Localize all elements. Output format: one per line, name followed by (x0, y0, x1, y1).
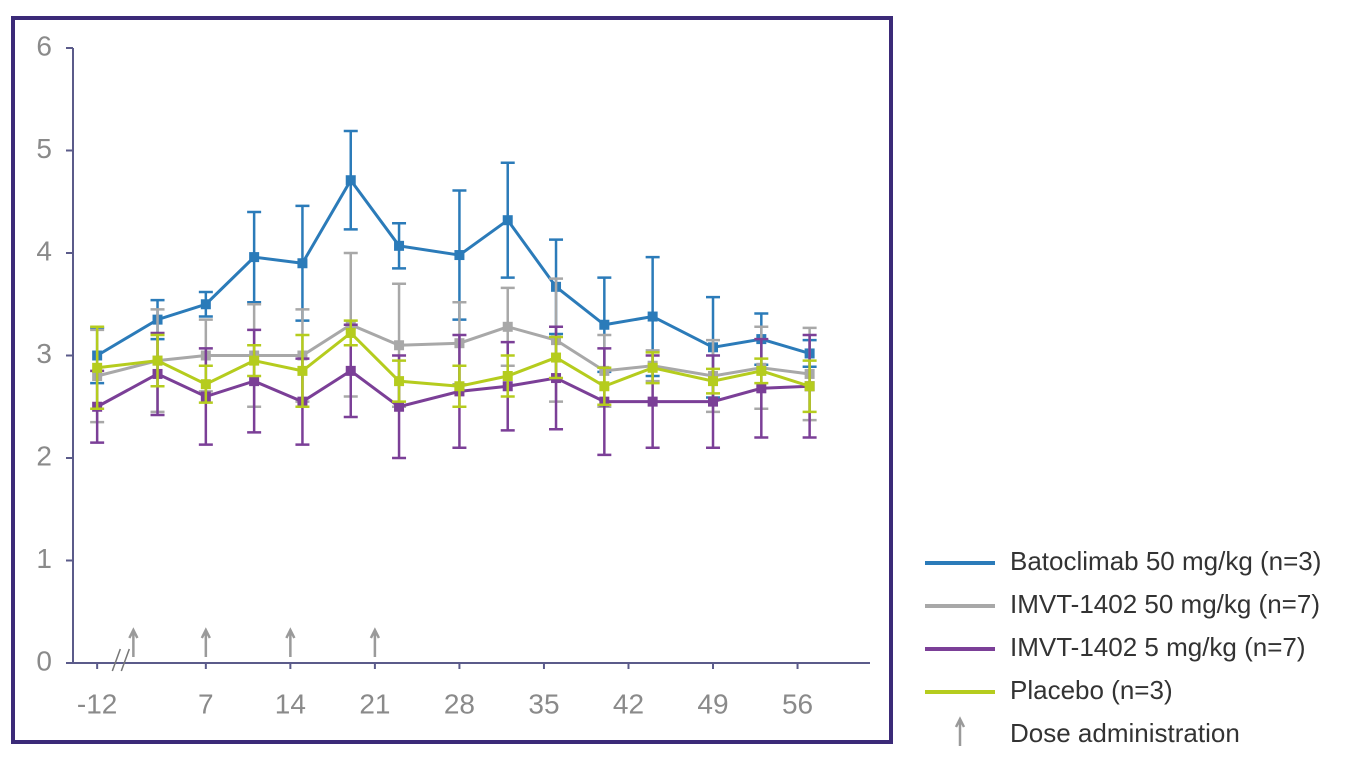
data-point (708, 376, 719, 387)
axis-break (111, 648, 122, 672)
x-tick-label: 49 (697, 688, 728, 719)
series-line (96, 177, 811, 357)
data-point (708, 396, 719, 407)
data-point (394, 376, 405, 387)
data-point (804, 381, 815, 392)
data-point (200, 299, 211, 310)
data-point (454, 381, 465, 392)
data-point (647, 396, 658, 407)
data-point (551, 352, 562, 363)
y-tick-label: 0 (36, 645, 52, 676)
legend-label: IMVT-1402 5 mg/kg (n=7) (1010, 632, 1306, 662)
x-tick-label: 7 (198, 688, 214, 719)
arrow-shape (954, 716, 966, 746)
x-tick-label: 56 (782, 688, 813, 719)
plot-frame (11, 16, 893, 744)
data-point (502, 215, 513, 226)
data-point (249, 355, 260, 366)
data-point (394, 240, 405, 251)
y-tick-label: 5 (36, 133, 52, 164)
x-tick-label: 21 (359, 688, 390, 719)
x-tick-label: 14 (275, 688, 306, 719)
dose-arrow (285, 627, 296, 657)
legend-label: Batoclimab 50 mg/kg (n=3) (1010, 546, 1321, 576)
data-point (502, 321, 513, 332)
legend-label: IMVT-1402 50 mg/kg (n=7) (1010, 589, 1320, 619)
data-point (647, 362, 658, 373)
data-point (454, 250, 465, 261)
data-point (756, 365, 767, 376)
y-tick-label: 2 (36, 440, 52, 471)
arrow-shape (285, 627, 296, 657)
y-tick-label: 1 (36, 543, 52, 574)
data-point (92, 362, 103, 373)
data-point (599, 381, 610, 392)
data-point (345, 327, 356, 338)
data-point (249, 252, 260, 263)
legend-label: Dose administration (1010, 718, 1240, 748)
data-point (502, 371, 513, 381)
arrow-shape (128, 627, 139, 657)
arrow-shape (369, 627, 381, 657)
data-point (249, 376, 260, 387)
axis-break (120, 648, 131, 672)
data-point (345, 175, 356, 186)
data-point (756, 383, 767, 394)
data-point (297, 258, 308, 269)
y-tick-label: 4 (36, 235, 52, 266)
dose-arrow (369, 627, 381, 657)
data-point (297, 365, 308, 376)
series-line (96, 323, 810, 378)
data-point (152, 355, 163, 366)
data-point (394, 340, 405, 351)
x-tick-label: -12 (77, 688, 117, 719)
x-tick-label: 28 (444, 688, 475, 719)
dose-arrow (200, 627, 211, 657)
y-tick-label: 6 (36, 30, 52, 61)
data-point (345, 365, 356, 376)
data-point (599, 319, 610, 330)
arrow-shape (200, 627, 211, 657)
legend-label: Placebo (n=3) (1010, 675, 1173, 705)
data-point (647, 311, 658, 322)
x-tick-label: 42 (613, 688, 644, 719)
x-tick-label: 35 (528, 688, 559, 719)
y-tick-label: 3 (36, 338, 52, 369)
dose-arrow (128, 627, 139, 657)
dose-arrow (954, 716, 966, 746)
data-point (200, 379, 211, 390)
data-point (394, 401, 405, 412)
